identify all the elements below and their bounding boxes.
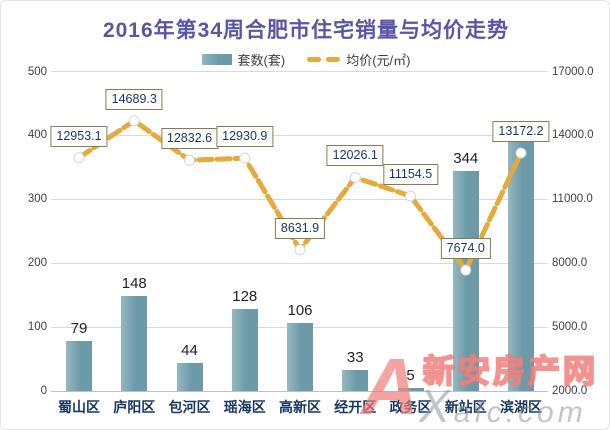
category-label: 包河区 — [168, 399, 211, 415]
bar — [508, 140, 534, 391]
price-point-marker — [239, 152, 251, 164]
price-data-label: 8631.9 — [274, 217, 326, 239]
gridline — [51, 390, 548, 392]
price-point-marker — [405, 190, 416, 202]
price-data-label: 12026.1 — [326, 145, 384, 167]
chart-title: 2016年第34周合肥市住宅销量与均价走势 — [102, 19, 510, 42]
bar-value-label: 44 — [181, 341, 198, 359]
legend-price-label: 均价(元/㎡) — [346, 52, 411, 68]
bar — [176, 362, 203, 391]
bar — [287, 323, 313, 391]
bar-value-label: 33 — [346, 348, 364, 366]
gridline — [51, 262, 548, 264]
legend-units-label: 套数(套) — [237, 52, 286, 68]
bar — [121, 296, 148, 391]
left-axis-tick-label: 200 — [27, 257, 47, 270]
category-label: 瑶海区 — [223, 399, 266, 415]
line-series-swatch-icon — [307, 56, 341, 62]
right-axis-tick-label: 11000.0 — [552, 193, 593, 206]
gridline — [51, 71, 548, 72]
right-axis-tick-label: 2000.0 — [552, 385, 588, 397]
bar-value-label: 148 — [121, 275, 147, 293]
bar — [66, 340, 92, 391]
left-axis-tick-label: 300 — [27, 193, 47, 206]
left-axis-tick-label: 100 — [27, 321, 47, 334]
bar — [231, 309, 258, 391]
price-data-label: 12832.6 — [160, 128, 219, 150]
bar-value-label: 5 — [406, 366, 415, 384]
bar — [452, 171, 479, 391]
right-axis-tick-label: 14000.0 — [552, 129, 594, 142]
gridline — [51, 134, 548, 136]
category-label: 庐阳区 — [113, 399, 156, 415]
category-label: 经开区 — [334, 399, 377, 415]
category-label: 蜀山区 — [58, 399, 100, 415]
bar — [397, 387, 424, 391]
right-axis-tick-label: 5000.0 — [552, 321, 588, 334]
bar-value-label: 106 — [287, 302, 313, 320]
price-point-marker — [294, 244, 306, 256]
price-point-marker — [515, 147, 527, 159]
left-axis-tick-label: 0 — [40, 385, 47, 397]
price-point-marker — [349, 171, 361, 183]
legend-item-price: 均价(元/㎡) — [307, 50, 410, 69]
price-data-label: 7674.0 — [440, 238, 491, 260]
left-axis-tick-label: 400 — [27, 129, 47, 142]
category-label: 政务区 — [389, 399, 432, 415]
category-label: 新站区 — [444, 399, 487, 415]
price-data-label: 11154.5 — [382, 164, 439, 185]
category-label: 高新区 — [279, 399, 321, 415]
price-point-marker — [460, 264, 472, 276]
gridline — [51, 198, 548, 200]
left-axis-tick-label: 500 — [27, 65, 47, 78]
bar-value-label: 79 — [70, 319, 88, 337]
bar-series-swatch-icon — [201, 53, 232, 65]
price-point-marker — [128, 115, 140, 127]
price-data-label: 13172.2 — [492, 121, 550, 143]
bar-value-label: 128 — [232, 288, 258, 306]
price-point-marker — [73, 152, 85, 164]
chart-legend: 套数(套) 均价(元/㎡) — [1, 50, 609, 69]
right-axis-tick-label: 17000.0 — [552, 65, 594, 78]
legend-item-units: 套数(套) — [201, 50, 286, 69]
price-point-marker — [184, 154, 195, 166]
price-data-label: 12953.1 — [50, 125, 108, 147]
price-data-label: 12930.9 — [216, 126, 274, 148]
category-label: 滨湖区 — [500, 399, 542, 415]
bar — [342, 369, 369, 391]
right-axis-tick-label: 8000.0 — [552, 257, 588, 270]
bar-value-label: 344 — [453, 150, 479, 168]
price-data-label: 14689.3 — [105, 88, 163, 110]
